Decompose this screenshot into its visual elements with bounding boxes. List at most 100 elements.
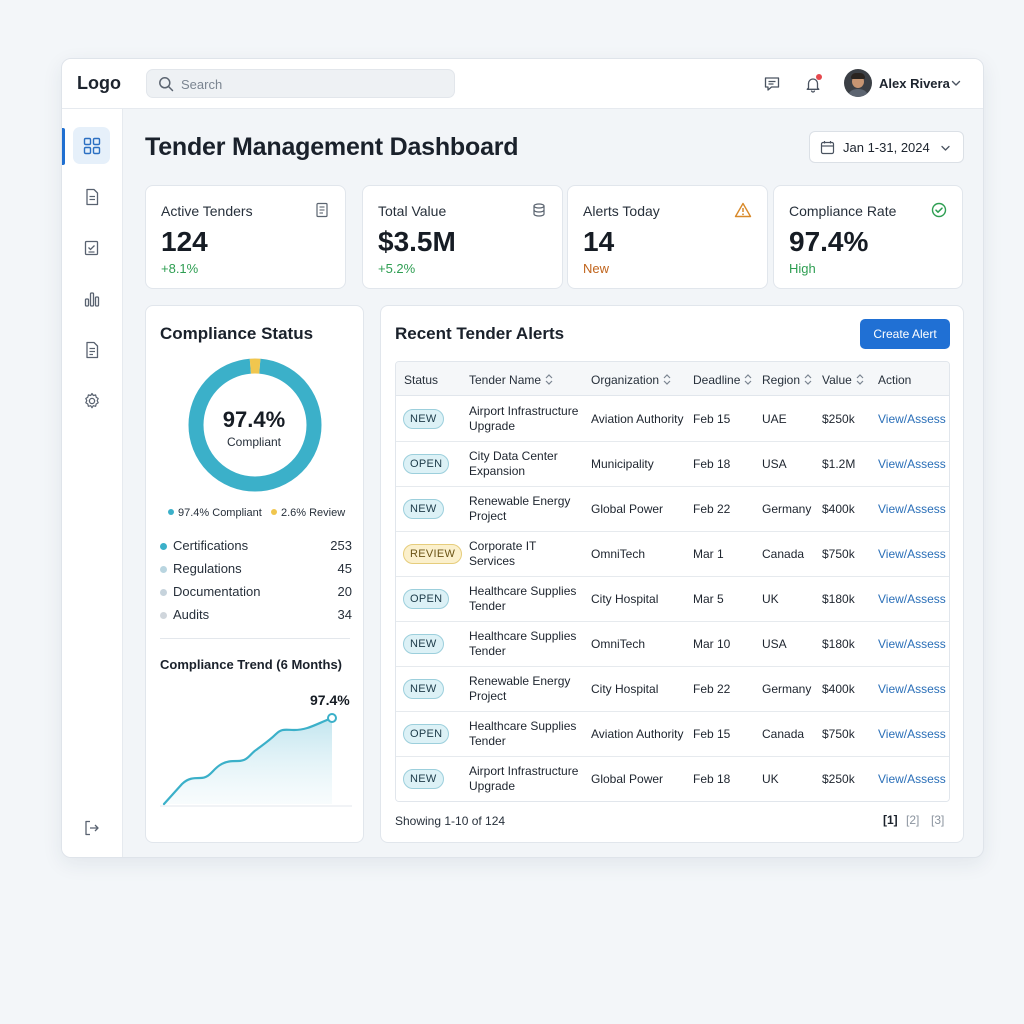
table-row[interactable]: NEW Healthcare Supplies Tender OmniTech Mar…	[396, 622, 949, 667]
column-header-deadline[interactable]: Deadline	[693, 373, 752, 387]
kpi-value: $3.5M	[378, 226, 456, 257]
view-assess-link[interactable]: View/Assess	[878, 547, 946, 561]
cell-organization: Aviation Authority	[591, 727, 684, 741]
column-header-organization[interactable]: Organization	[591, 373, 671, 387]
sort-icon	[804, 374, 812, 385]
app-window: Logo Alex Rivera	[61, 58, 984, 858]
category-name: Certifications	[173, 538, 249, 553]
sort-icon	[744, 374, 752, 385]
cell-organization: OmniTech	[591, 547, 646, 561]
table-row[interactable]: NEW Renewable Energy Project Global Power F…	[396, 487, 949, 532]
sidebar-item-analytics[interactable]	[73, 280, 110, 317]
cell-tender-name: Renewable Energy Project	[469, 494, 571, 523]
view-assess-link[interactable]: View/Assess	[878, 502, 946, 516]
cell-region: UK	[762, 772, 779, 786]
cell-tender-name: City Data Center Expansion	[469, 449, 558, 478]
kpi-label: Total Value	[378, 203, 447, 219]
compliance-trend-chart[interactable]	[160, 706, 352, 808]
category-row-documentation[interactable]: Documentation 20	[160, 584, 352, 602]
table-row[interactable]: NEW Airport Infrastructure Upgrade Aviatio…	[396, 397, 949, 442]
column-header-region[interactable]: Region	[762, 373, 812, 387]
sidebar-item-tasks[interactable]	[73, 229, 110, 266]
sidebar-item-settings[interactable]	[73, 382, 110, 419]
kpi-value: 97.4%	[789, 226, 869, 257]
document-icon	[316, 202, 328, 218]
card-title: Recent Tender Alerts	[395, 324, 565, 343]
cell-region: USA	[762, 637, 787, 651]
column-header-value[interactable]: Value	[822, 373, 864, 387]
cell-deadline: Mar 5	[693, 592, 724, 606]
cell-organization: Global Power	[591, 772, 664, 786]
kpi-card-alerts-today[interactable]: Alerts Today 14 New	[567, 185, 768, 289]
cell-organization: City Hospital	[591, 682, 659, 696]
calendar-icon	[820, 141, 835, 155]
view-assess-link[interactable]: View/Assess	[878, 412, 946, 426]
view-assess-link[interactable]: View/Assess	[878, 592, 946, 606]
kpi-card-total-value[interactable]: Total Value $3.5M +5.2%	[362, 185, 563, 289]
table-row[interactable]: OPEN City Data Center Expansion Municipali…	[396, 442, 949, 487]
category-name: Documentation	[173, 584, 261, 599]
page-2-link[interactable]: [2]	[906, 813, 920, 827]
cell-region: UAE	[762, 412, 787, 426]
trend-value: 97.4%	[310, 692, 350, 708]
cell-region: Canada	[762, 547, 805, 561]
column-header-tender-name[interactable]: Tender Name	[469, 373, 553, 387]
avatar[interactable]	[844, 69, 872, 97]
cell-value: $750k	[822, 727, 855, 741]
sidebar-item-documents[interactable]	[73, 178, 110, 215]
donut-review-slice	[188, 358, 322, 492]
view-assess-link[interactable]: View/Assess	[878, 727, 946, 741]
search-box[interactable]	[146, 69, 455, 98]
category-row-regulations[interactable]: Regulations 45	[160, 561, 352, 579]
chat-icon[interactable]	[761, 73, 783, 95]
database-icon	[533, 203, 545, 217]
category-dot	[160, 612, 167, 619]
view-assess-link[interactable]: View/Assess	[878, 457, 946, 471]
cell-value: $750k	[822, 547, 855, 561]
date-range-label: Jan 1-31, 2024	[843, 140, 930, 155]
logo[interactable]: Logo	[77, 73, 121, 93]
category-dot	[160, 589, 167, 596]
status-badge: NEW	[403, 679, 444, 699]
active-indicator	[62, 128, 65, 165]
chevron-down-icon[interactable]	[950, 77, 962, 89]
document-icon	[85, 188, 98, 205]
cell-value: $250k	[822, 412, 855, 426]
cell-region: Germany	[762, 682, 812, 696]
trend-title: Compliance Trend (6 Months)	[160, 657, 343, 672]
kpi-value: 14	[583, 226, 615, 257]
cell-organization: Municipality	[591, 457, 654, 471]
category-row-certifications[interactable]: Certifications 253	[160, 538, 352, 556]
kpi-card-compliance-rate[interactable]: Compliance Rate 97.4% High	[773, 185, 963, 289]
sidebar-item-dashboard[interactable]	[73, 127, 110, 164]
view-assess-link[interactable]: View/Assess	[878, 772, 946, 786]
table-row[interactable]: NEW Renewable Energy Project City Hospital…	[396, 667, 949, 712]
sidebar-item-logout[interactable]	[73, 809, 110, 846]
category-count: 253	[330, 538, 352, 553]
kpi-card-active-tenders[interactable]: Active Tenders 124 +8.1%	[145, 185, 346, 289]
cell-value: $180k	[822, 592, 855, 606]
sidebar-item-reports[interactable]	[73, 331, 110, 368]
table-row[interactable]: OPEN Healthcare Supplies Tender Aviation A…	[396, 712, 949, 757]
search-input[interactable]	[181, 75, 441, 93]
create-alert-button[interactable]: Create Alert	[860, 319, 950, 349]
bell-icon[interactable]	[802, 73, 824, 95]
check-circle-icon	[931, 202, 947, 218]
column-header-status: Status	[404, 373, 439, 387]
page-3-link[interactable]: [3]	[931, 813, 945, 827]
table-row[interactable]: OPEN Healthcare Supplies Tender City Hospi…	[396, 577, 949, 622]
table-row[interactable]: REVIEW Corporate IT Services OmniTech Mar 1…	[396, 532, 949, 577]
view-assess-link[interactable]: View/Assess	[878, 682, 946, 696]
view-assess-link[interactable]: View/Assess	[878, 637, 946, 651]
category-row-audits[interactable]: Audits 34	[160, 607, 352, 625]
compliance-donut-chart[interactable]	[187, 357, 323, 493]
user-name[interactable]: Alex Rivera	[879, 76, 950, 91]
category-dot	[160, 566, 167, 573]
table-row[interactable]: NEW Airport Infrastructure Upgrade Global …	[396, 757, 949, 801]
donut-label: Compliant	[226, 435, 282, 449]
date-range-picker[interactable]: Jan 1-31, 2024	[809, 131, 964, 163]
page-1-link[interactable]: [1]	[883, 813, 898, 827]
pagination-info: Showing 1-10 of 124	[395, 814, 506, 828]
category-count: 45	[337, 561, 352, 576]
dashboard-icon	[83, 137, 100, 154]
